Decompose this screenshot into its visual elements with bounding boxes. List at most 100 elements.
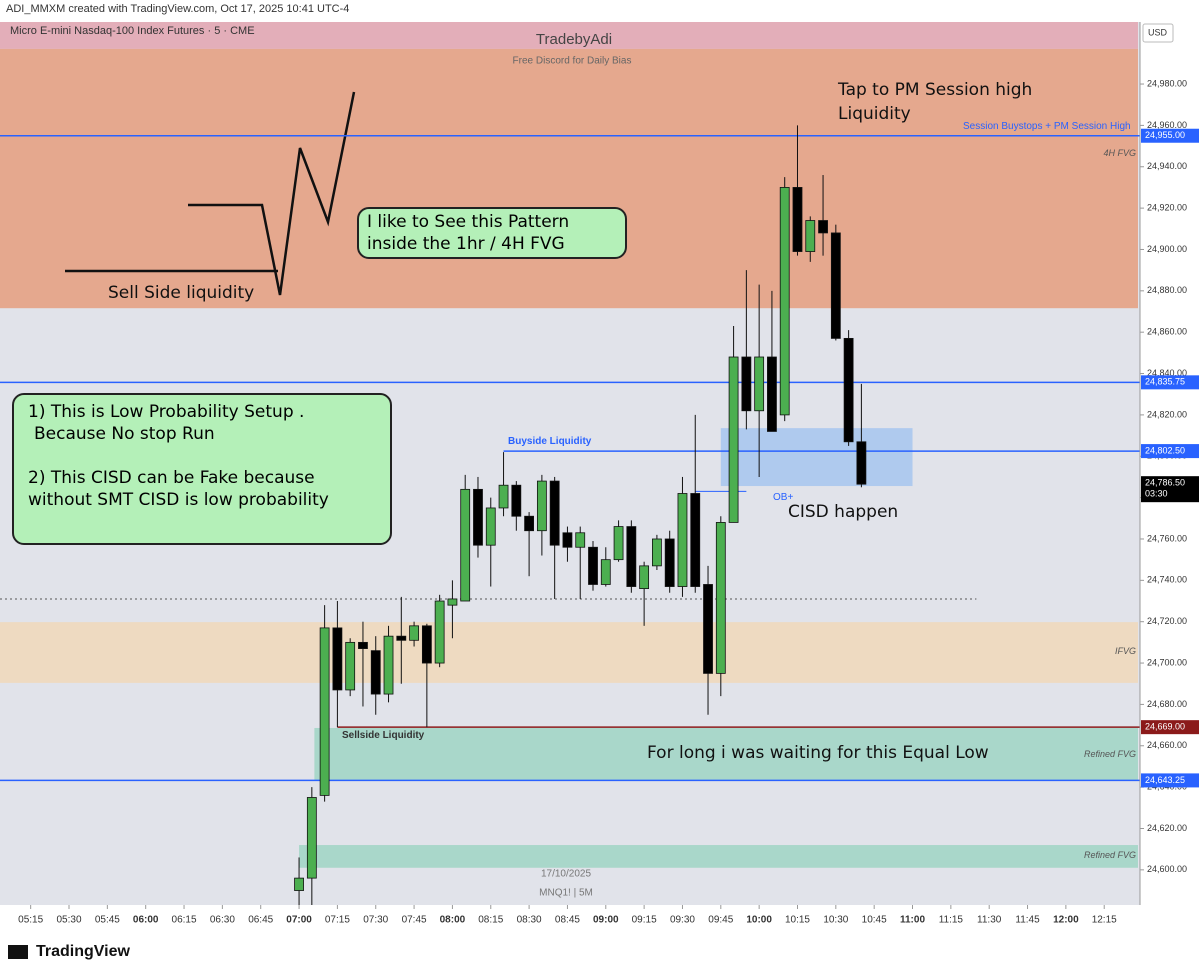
x-tick-label: 05:30 (56, 915, 81, 926)
x-tick-label: 10:15 (785, 915, 810, 926)
x-tick-label: 09:45 (708, 915, 733, 926)
candle-body (383, 635, 394, 695)
candle-body (588, 546, 598, 585)
candle-body (524, 515, 535, 532)
candle-body (460, 488, 471, 602)
annotation: CISD happen (788, 502, 899, 522)
candle-body (741, 356, 752, 412)
x-tick-label: 06:00 (133, 915, 159, 926)
candle-body (805, 220, 816, 252)
watermark-date: 17/10/2025 (541, 869, 591, 880)
candle-body (792, 187, 803, 252)
y-tick-label: 24,680.00 (1147, 699, 1187, 709)
brand-logo (8, 945, 28, 959)
watermark-title: TradebyAdi (536, 31, 612, 48)
candle-body (652, 538, 662, 567)
annotation: For long i was waiting for this Equal Lo… (647, 743, 989, 763)
candle-body (549, 480, 560, 546)
annotation: Tap to PM Session high Liquidity (838, 80, 1033, 124)
candle-body (703, 584, 713, 674)
countdown: 03:30 (1145, 489, 1168, 499)
x-tick-label: 11:45 (1015, 915, 1040, 926)
note-line: Because No stop Run (34, 424, 215, 444)
x-tick-label: 07:00 (286, 915, 312, 926)
level-label: 24,669.00 (1145, 722, 1185, 732)
candle-body (294, 877, 304, 891)
zone (314, 727, 1138, 780)
x-tick-label: 10:45 (862, 915, 887, 926)
candle-body (319, 627, 330, 796)
x-tick-label: 06:15 (172, 915, 197, 926)
sellside-label: Sellside Liquidity (342, 730, 425, 741)
candle-body (345, 641, 356, 691)
x-tick-label: 10:00 (746, 915, 772, 926)
x-tick-label: 11:15 (939, 915, 964, 926)
ob-label: OB+ (773, 492, 794, 503)
x-tick-label: 12:15 (1092, 915, 1117, 926)
x-tick-label: 11:00 (900, 915, 925, 926)
level-label: 24,835.75 (1145, 377, 1185, 387)
candle-body (767, 356, 777, 432)
candle-body (485, 507, 496, 546)
note-line: 2) This CISD can be Fake because (28, 468, 315, 488)
level-box (1141, 128, 1199, 143)
candle-body (754, 356, 765, 412)
candle-body (830, 232, 841, 339)
x-tick-label: 09:15 (632, 915, 657, 926)
candle-body (370, 650, 381, 695)
x-tick-label: 07:15 (325, 915, 350, 926)
sketch-zigzag (188, 91, 356, 296)
level-label: Session Buystops + PM Session High (963, 121, 1131, 132)
candle-body (690, 493, 701, 587)
x-tick-label: 08:00 (440, 915, 466, 926)
zone (299, 845, 1138, 868)
candle-body (498, 484, 509, 509)
y-tick-label: 24,960.00 (1147, 120, 1187, 130)
x-tick-label: 08:15 (478, 915, 503, 926)
price-axis: 24,600.0024,620.0024,640.0024,660.0024,6… (1140, 78, 1199, 874)
candle-body (856, 441, 867, 485)
y-tick-label: 24,660.00 (1147, 740, 1187, 750)
x-tick-label: 08:45 (555, 915, 580, 926)
y-tick-label: 24,920.00 (1147, 202, 1187, 212)
candle-body (447, 598, 458, 606)
candle-body (613, 526, 624, 561)
candle-body (575, 532, 586, 548)
y-tick-label: 24,940.00 (1147, 161, 1187, 171)
candle-body (421, 625, 432, 664)
candle-body (715, 522, 726, 674)
zone-label: 4H FVG (1103, 148, 1136, 158)
credit: ADI_MMXM created with TradingView.com, O… (6, 3, 349, 15)
x-tick-label: 10:30 (823, 915, 848, 926)
y-tick-label: 24,740.00 (1147, 575, 1187, 585)
level-box (1141, 375, 1199, 390)
candle-body (511, 484, 522, 517)
x-tick-label: 08:30 (517, 915, 542, 926)
zone (0, 22, 1138, 49)
candle-body (536, 480, 547, 532)
last-price-box (1141, 476, 1199, 503)
y-tick-label: 24,900.00 (1147, 244, 1187, 254)
x-tick-label: 05:45 (95, 915, 120, 926)
candle-body (728, 356, 739, 523)
y-tick-label: 24,980.00 (1147, 78, 1187, 88)
y-tick-label: 24,720.00 (1147, 616, 1187, 626)
y-tick-label: 24,820.00 (1147, 409, 1187, 419)
x-tick-label: 09:00 (593, 915, 619, 926)
x-tick-label: 07:45 (402, 915, 427, 926)
candle-body (639, 565, 650, 590)
candle-body (306, 797, 317, 879)
note-box: 1) This is Low Probability Setup . Becau… (12, 393, 392, 545)
x-tick-label: 06:30 (210, 915, 235, 926)
zone-label: Refined FVG (1083, 850, 1136, 860)
y-tick-label: 24,600.00 (1147, 864, 1187, 874)
watermark-ticker: MNQ1! | 5M (539, 888, 593, 899)
zone (720, 428, 913, 487)
y-tick-label: 24,700.00 (1147, 657, 1187, 667)
candle-body (434, 600, 445, 664)
x-tick-label: 12:00 (1053, 915, 1079, 926)
candle-body (600, 559, 611, 585)
candle-body (409, 625, 419, 641)
